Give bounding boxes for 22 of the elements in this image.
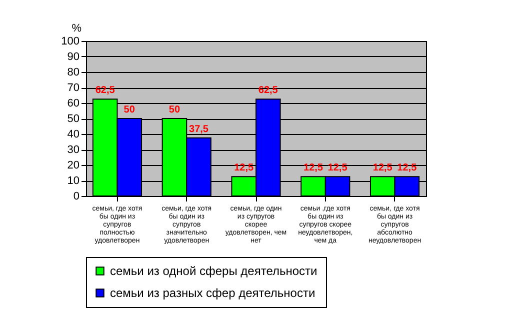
y-tick-label: 10	[67, 175, 80, 187]
y-tick-label: 100	[61, 36, 80, 48]
y-tick-label: 80	[67, 66, 80, 78]
y-axis-title: %	[72, 22, 82, 34]
legend-label: семьи из разных сфер деятельности	[110, 286, 316, 300]
data-label: 37,5	[189, 124, 209, 135]
data-label: 12,5	[234, 162, 254, 174]
y-tick-label: 40	[67, 128, 80, 140]
data-label: 50	[168, 104, 180, 116]
y-tick-label: 20	[67, 160, 80, 172]
y-tick-label: 0	[73, 190, 80, 202]
data-label: 12,5	[397, 162, 418, 174]
y-tick-label: 70	[67, 82, 80, 94]
y-tick-label: 60	[67, 98, 80, 110]
y-tick-label: 30	[67, 144, 80, 156]
data-label: 12,5	[328, 162, 348, 174]
y-tick-label: 90	[67, 51, 80, 63]
data-label: 12,5	[304, 162, 324, 174]
data-label: 12,5	[372, 162, 393, 174]
y-tick-label: 50	[67, 113, 80, 125]
data-label: 50	[124, 104, 136, 116]
legend-label: семьи из одной сферы деятельности	[110, 264, 318, 278]
